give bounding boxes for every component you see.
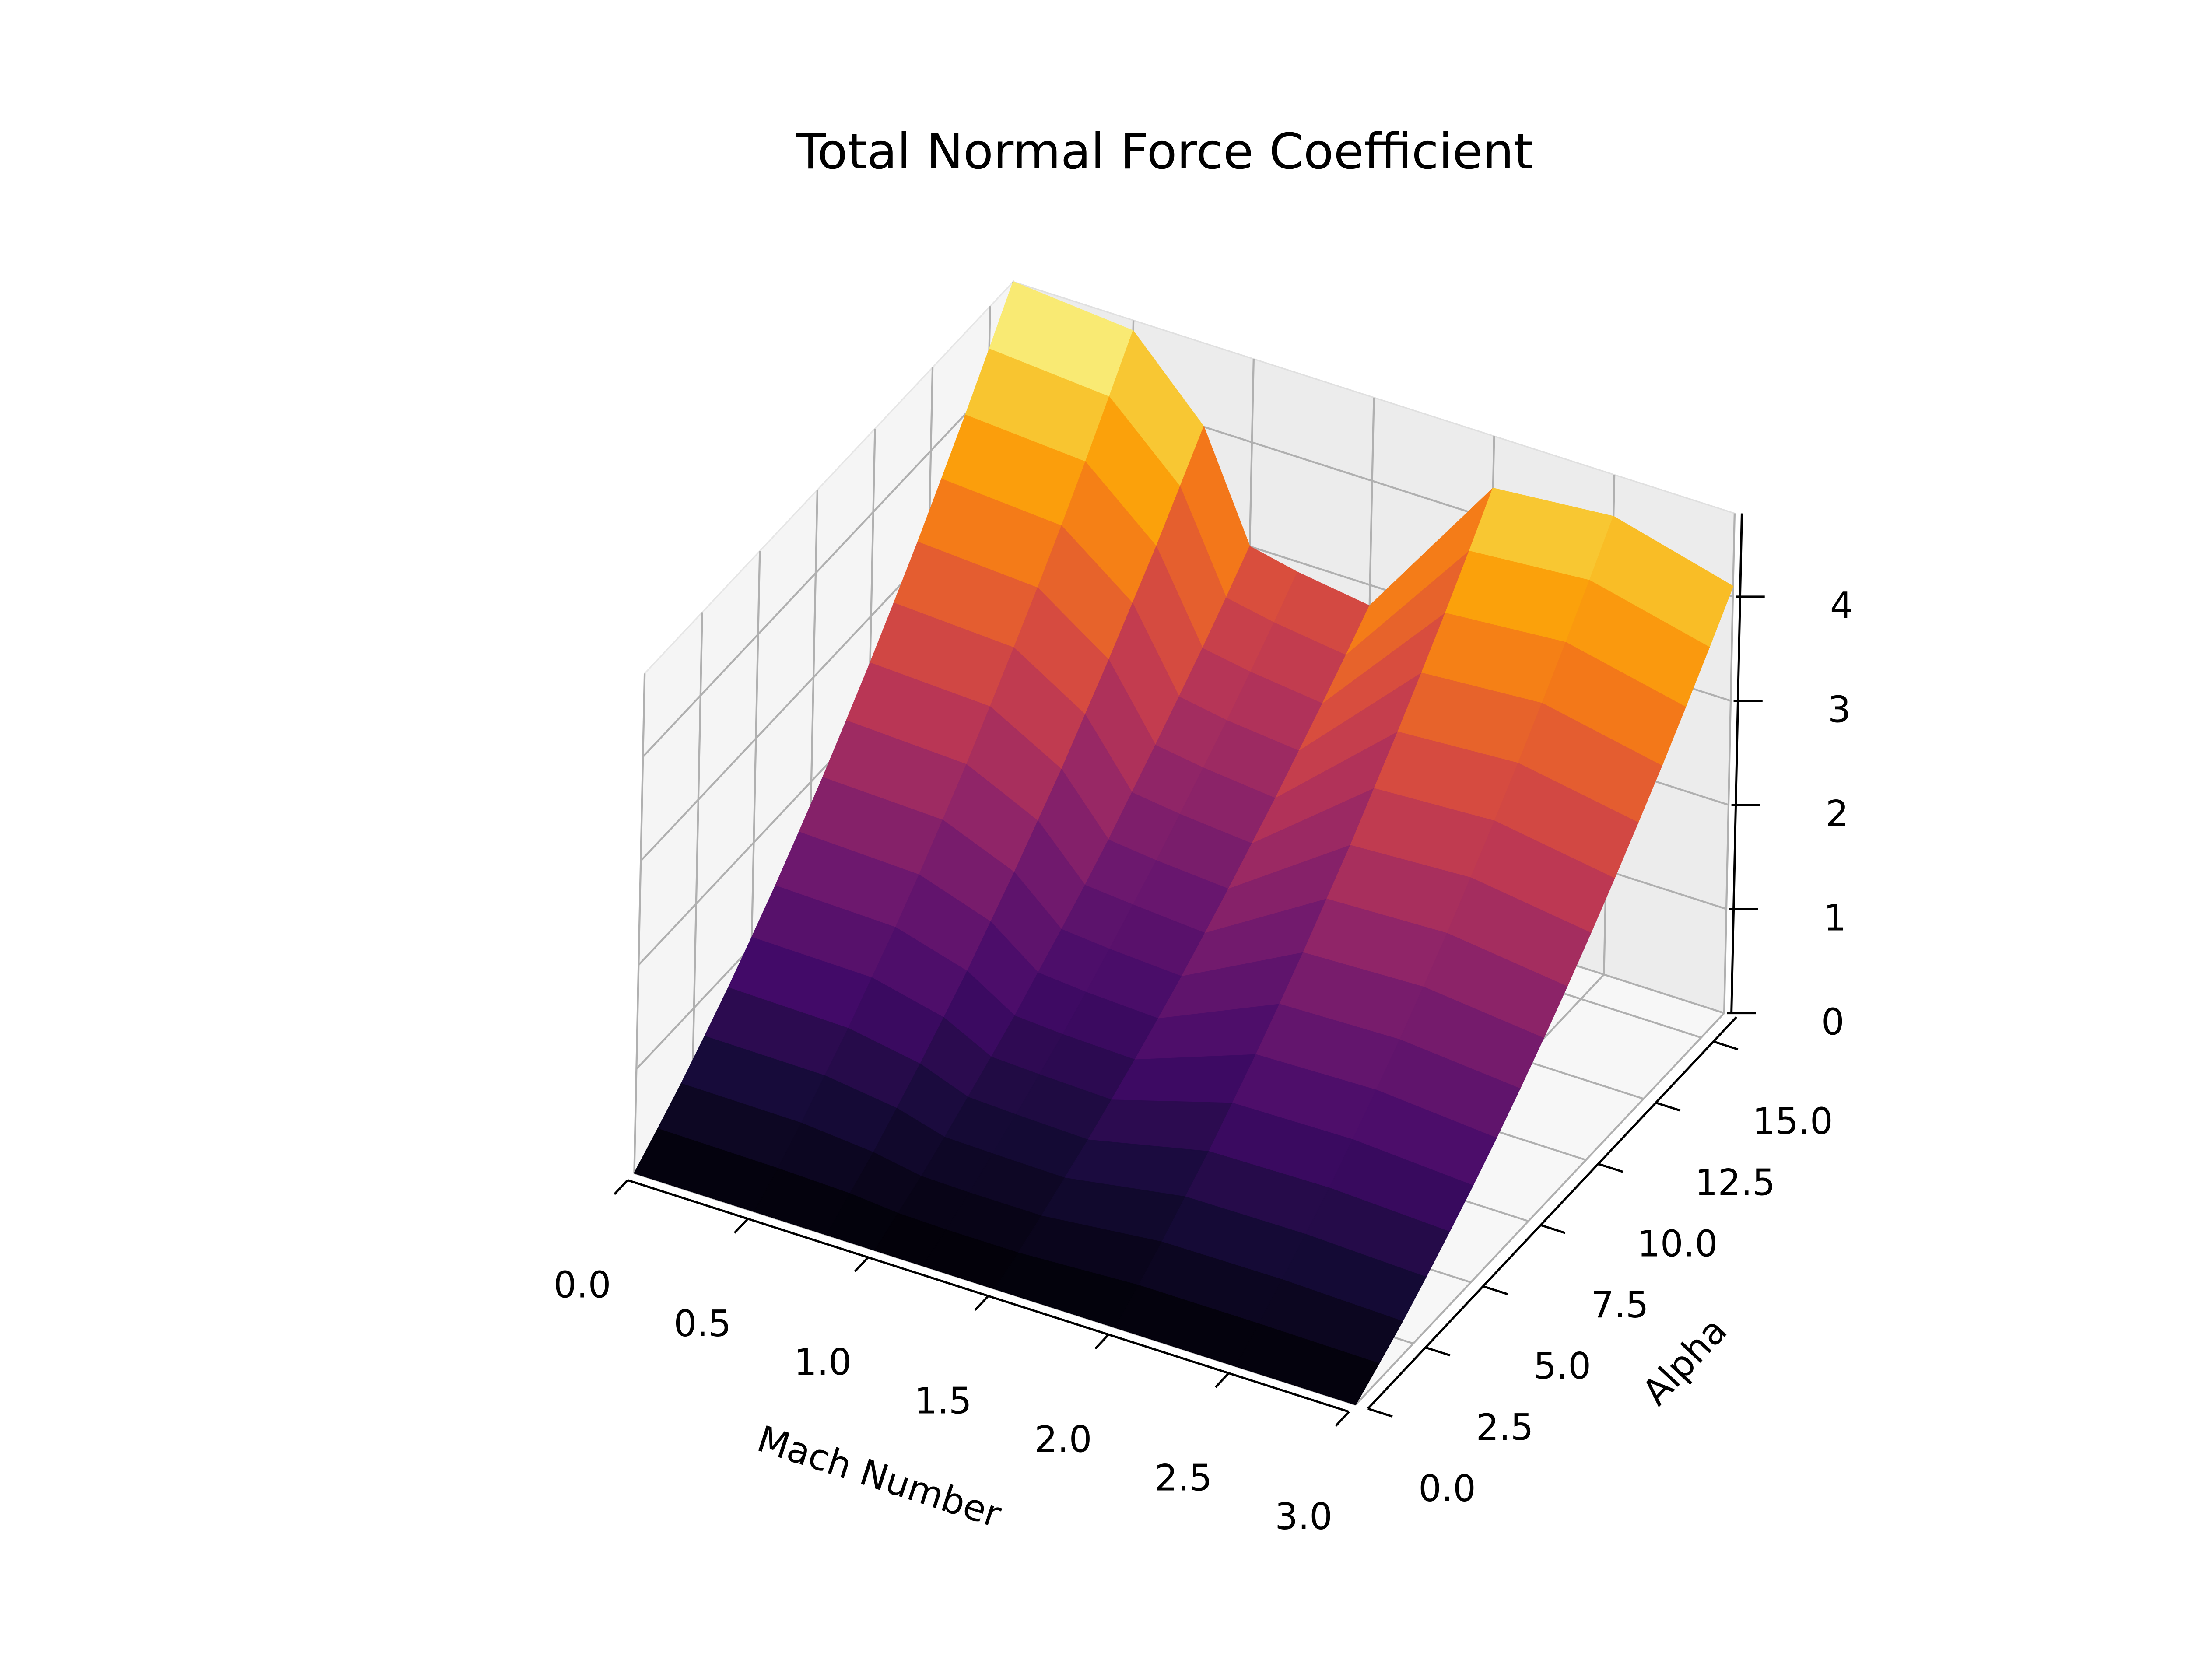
y-tick — [1425, 1346, 1451, 1357]
x-tick-label: 1.5 — [914, 1379, 972, 1422]
chart-title: Total Normal Force Coefficient — [795, 123, 1533, 180]
x-axis-line — [627, 1179, 1350, 1413]
z-tick-label: 2 — [1826, 793, 1849, 835]
y-axis-line — [1367, 1016, 1737, 1410]
y-axis-label: Alpha — [1634, 1309, 1735, 1413]
grid-line — [1355, 1012, 1725, 1406]
x-tick — [1335, 1411, 1350, 1427]
y-tick — [1655, 1102, 1681, 1112]
x-tick-label: 2.5 — [1155, 1457, 1213, 1499]
z-tick-label: 0 — [1821, 1001, 1844, 1043]
z-tick-label: 3 — [1828, 689, 1851, 731]
surface-cell — [1111, 1054, 1257, 1104]
y-tick-label: 10.0 — [1637, 1222, 1718, 1265]
x-tick — [1094, 1334, 1110, 1350]
x-tick-label: 1.0 — [794, 1341, 852, 1383]
x-tick — [1214, 1372, 1230, 1388]
y-tick-label: 7.5 — [1591, 1284, 1649, 1326]
x-tick-label: 3.0 — [1275, 1495, 1332, 1538]
z-tick-label: 1 — [1823, 897, 1847, 939]
y-tick-label: 0.0 — [1418, 1467, 1476, 1510]
y-tick — [1368, 1407, 1393, 1418]
x-tick — [733, 1218, 749, 1234]
x-tick — [614, 1179, 629, 1195]
x-tick-label: 0.5 — [674, 1302, 732, 1345]
x-axis-label: Mach Number — [752, 1418, 1006, 1536]
x-tick-label: 0.0 — [554, 1264, 611, 1306]
grid-line — [642, 364, 1012, 758]
y-tick — [1540, 1224, 1566, 1234]
z-axis-line — [1730, 513, 1743, 1013]
x-tick — [854, 1256, 869, 1272]
y-tick-label: 2.5 — [1476, 1406, 1534, 1449]
y-tick — [1713, 1040, 1739, 1050]
x-tick-label: 2.0 — [1034, 1418, 1092, 1460]
surface-cell — [1234, 1323, 1380, 1405]
grid-line — [1723, 513, 1736, 1013]
x-tick — [974, 1295, 989, 1311]
y-tick-label: 12.5 — [1695, 1161, 1775, 1204]
y-tick — [1483, 1285, 1508, 1295]
y-tick-label: 15.0 — [1752, 1100, 1833, 1143]
y-tick — [1598, 1162, 1623, 1173]
z-tick-label: 4 — [1830, 584, 1853, 627]
y-tick-label: 5.0 — [1533, 1345, 1591, 1387]
